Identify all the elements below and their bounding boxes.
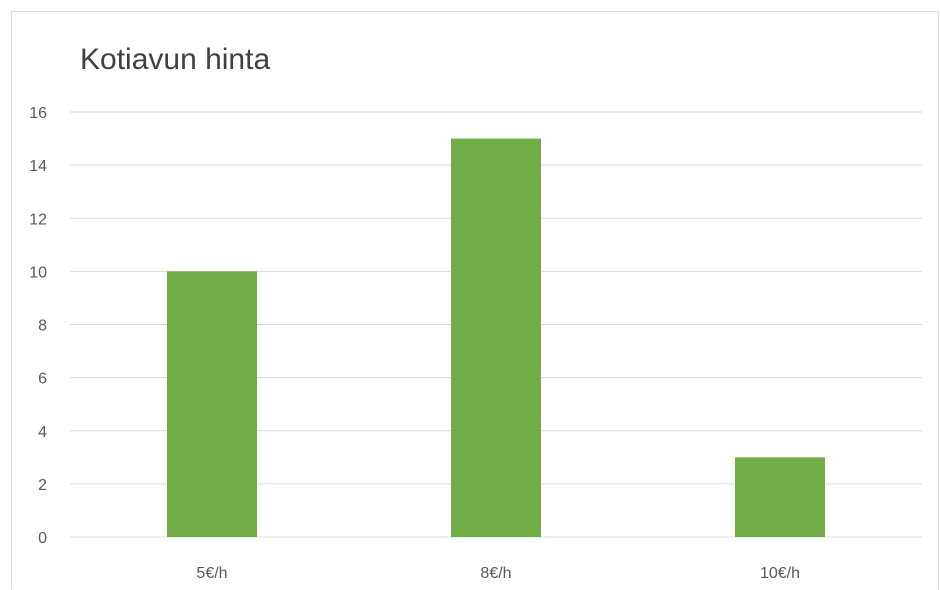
y-tick-label: 2 xyxy=(38,477,47,494)
bar xyxy=(735,457,825,537)
x-tick-label: 8€/h xyxy=(480,565,511,582)
y-tick-label: 16 xyxy=(29,105,47,122)
y-tick-label: 8 xyxy=(38,318,47,335)
y-tick-label: 4 xyxy=(38,424,47,441)
y-tick-label: 14 xyxy=(29,158,47,175)
x-tick-label: 5€/h xyxy=(196,565,227,582)
y-tick-label: 6 xyxy=(38,371,47,388)
x-tick-label: 10€/h xyxy=(760,565,800,582)
chart-title: Kotiavun hinta xyxy=(80,43,271,76)
bar xyxy=(167,271,257,537)
y-tick-label: 12 xyxy=(29,211,47,228)
y-tick-label: 0 xyxy=(38,530,47,547)
bar xyxy=(451,138,541,537)
y-tick-label: 10 xyxy=(29,264,47,281)
